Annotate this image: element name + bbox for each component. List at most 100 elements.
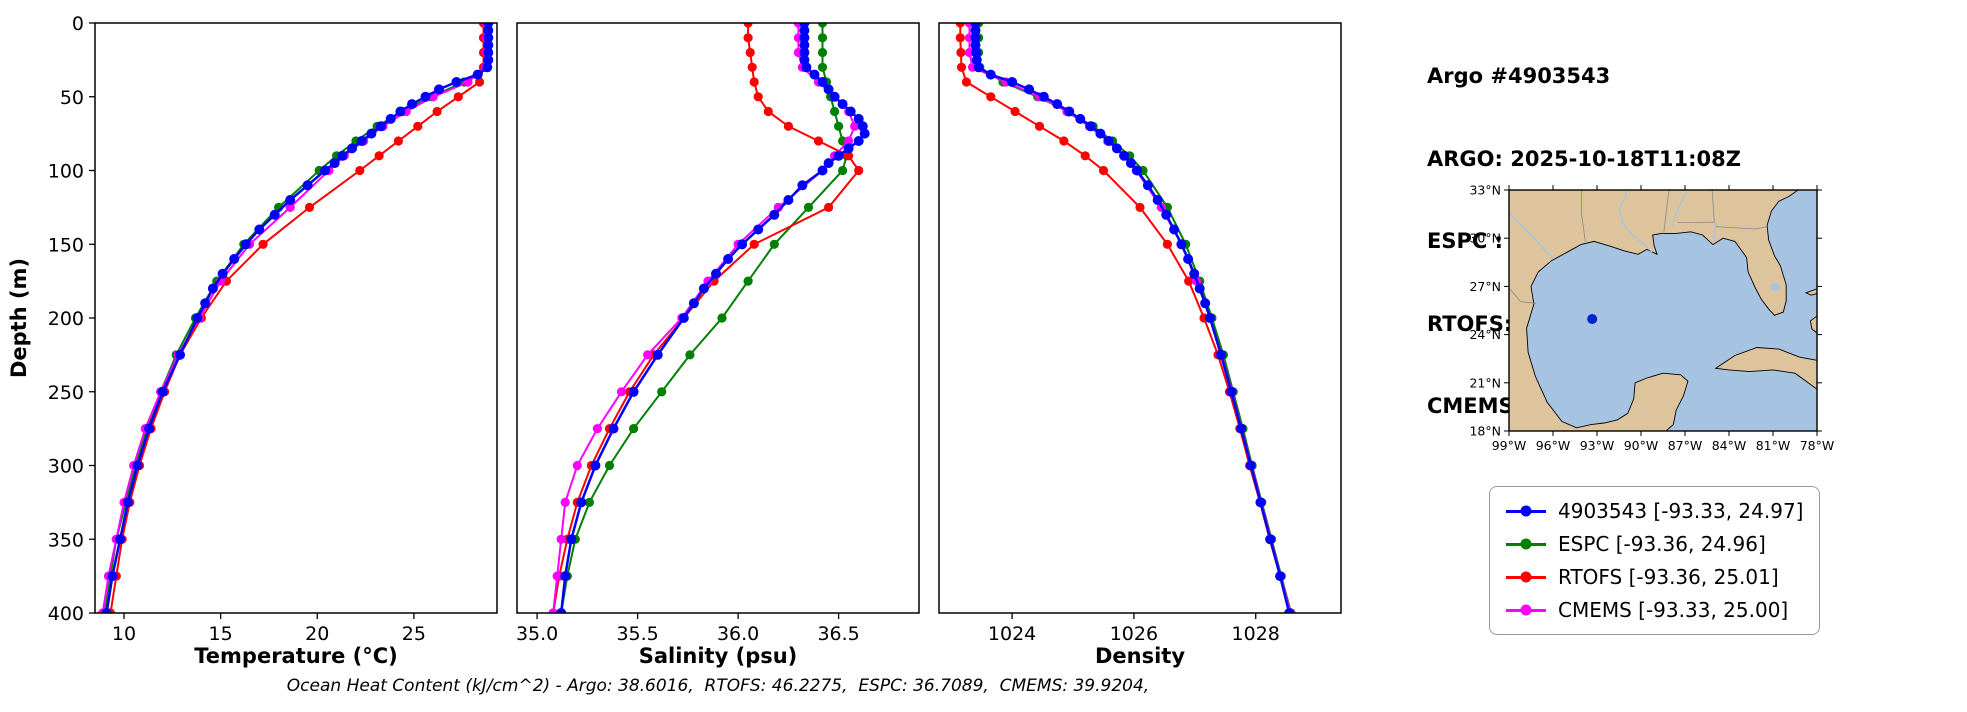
gulf-of-mexico-map: 33°N 30°N 27°N 24°N 21°N 18°N99°W 96°W 93°W 90°W… [1469,183,1835,454]
legend: 4903543 [-93.33, 24.97] ESPC [-93.36, 24.… [1489,486,1821,635]
panel-frame [516,22,920,614]
map-lon-label: 96°W [1536,438,1571,453]
legend-item-cmems: CMEMS [-93.33, 25.00] [1506,598,1803,622]
x-tick-label: 20 [305,623,329,645]
RTOFS-salinity-line [552,23,860,613]
map-river [1509,212,1554,259]
map-landmass [1804,288,1817,296]
legend-line-sample [1506,505,1546,517]
y-tick-label: 100 [48,161,84,183]
x-tick-label: 1024 [988,623,1036,645]
x-tick-label: 1026 [1110,623,1158,645]
CMEMS-salinity-markers [548,23,860,613]
legend-item-rtofs: RTOFS [-93.36, 25.01] [1506,565,1803,589]
RTOFS-temperature-line [109,23,485,613]
map-lon-label: 93°W [1580,438,1615,453]
map-river [1670,191,1688,229]
legend-line-sample [1506,571,1546,583]
ESPC-salinity-line [560,23,848,613]
RTOFS-density-line [959,23,1291,613]
legend-line-sample [1506,604,1546,616]
density-axis-label: Density [1095,644,1185,668]
4903543-density-markers [970,23,1295,613]
map-landmass [1509,190,1799,431]
legend-label: 4903543 [-93.33, 24.97] [1558,499,1804,523]
x-tick-label: 36.5 [817,623,859,645]
panel-frame [94,22,498,614]
y-tick-label: 300 [48,456,84,478]
salinity-panel: 35.0 35.5 36.0 36.5 Salinity (psu) [516,22,920,668]
map-state-border [1663,190,1670,234]
x-tick-label: 10 [112,623,136,645]
float-position-dot [1587,314,1598,324]
ESPC-salinity-markers [556,23,852,613]
ESPC-temperature-line [103,23,487,613]
map-state-border [1711,190,1715,223]
depth-axis-label: Depth (m) [7,258,31,378]
map-lon-label: 84°W [1712,438,1747,453]
y-tick-label: 250 [48,382,84,404]
map-lat-label: 21°N [1469,375,1501,390]
y-tick-label: 400 [48,603,84,625]
map-lake [1770,283,1780,292]
CMEMS-temperature-line [101,23,488,613]
legend-label: CMEMS [-93.33, 25.00] [1558,598,1789,622]
ESPC-temperature-markers [100,23,490,613]
temperature-axis-label: Temperature (°C) [194,644,397,668]
map-lon-label: 81°W [1756,438,1791,453]
y-tick-label: 350 [48,529,84,551]
salinity-axis-label: Salinity (psu) [639,644,798,668]
map-state-border [1581,190,1586,242]
map-lat-label: 18°N [1469,424,1501,439]
x-tick-label: 25 [402,623,426,645]
argo-timestamp: ARGO: 2025-10-18T11:08Z [1427,146,1741,171]
profile-plots: 10 15 20 25050100150200250300350400Temperat… [7,13,1342,668]
map-lat-label: 27°N [1469,279,1501,294]
RTOFS-salinity-markers [548,23,864,613]
4903543-temperature-line [105,23,490,613]
x-tick-label: 36.0 [717,623,759,645]
map-lon-label: 87°W [1668,438,1703,453]
4903543-salinity-line [559,23,867,613]
map-state-border [1509,287,1537,304]
CMEMS-temperature-markers [98,23,491,613]
x-tick-label: 35.5 [616,623,658,645]
legend-label: RTOFS [-93.36, 25.01] [1558,565,1779,589]
temperature-panel: 10 15 20 25050100150200250300350400Temperat… [48,13,498,668]
ESPC-density-markers [974,23,1296,613]
legend-marker-dot [1520,538,1532,550]
legend-label: ESPC [-93.36, 24.96] [1558,532,1766,556]
x-tick-label: 1028 [1232,623,1280,645]
figure-title: Argo #4903543 [1427,64,1611,88]
map-state-border [1677,221,1768,230]
map-lon-label: 78°W [1800,438,1835,453]
map-landmass [1809,315,1817,334]
map-frame [1508,189,1818,432]
map-lat-label: 24°N [1469,327,1501,342]
y-tick-label: 150 [48,234,84,256]
legend-item-4903543: 4903543 [-93.33, 24.97] [1506,499,1803,523]
legend-marker-dot [1520,505,1532,517]
4903543-temperature-markers [101,23,494,613]
legend-marker-dot [1520,604,1532,616]
CMEMS-salinity-line [552,23,856,613]
y-tick-label: 50 [60,87,84,109]
4903543-density-line [974,23,1291,613]
x-tick-label: 35.0 [516,623,558,645]
y-tick-label: 200 [48,308,84,330]
map-landmass [1714,347,1817,390]
map-lon-label: 90°W [1624,438,1659,453]
RTOFS-temperature-markers [105,23,489,613]
legend-item-espc: ESPC [-93.36, 24.96] [1506,532,1803,556]
x-tick-label: 15 [209,623,233,645]
map-lon-label: 99°W [1492,438,1527,453]
density-panel: 1024 1026 1028 Density [938,22,1342,668]
legend-line-sample [1506,538,1546,550]
map-river [1618,190,1653,253]
map-river [1713,222,1716,243]
map-lat-label: 33°N [1469,183,1501,198]
panel-frame [938,22,1342,614]
ESPC-density-line [977,23,1293,613]
y-tick-label: 0 [72,13,84,35]
